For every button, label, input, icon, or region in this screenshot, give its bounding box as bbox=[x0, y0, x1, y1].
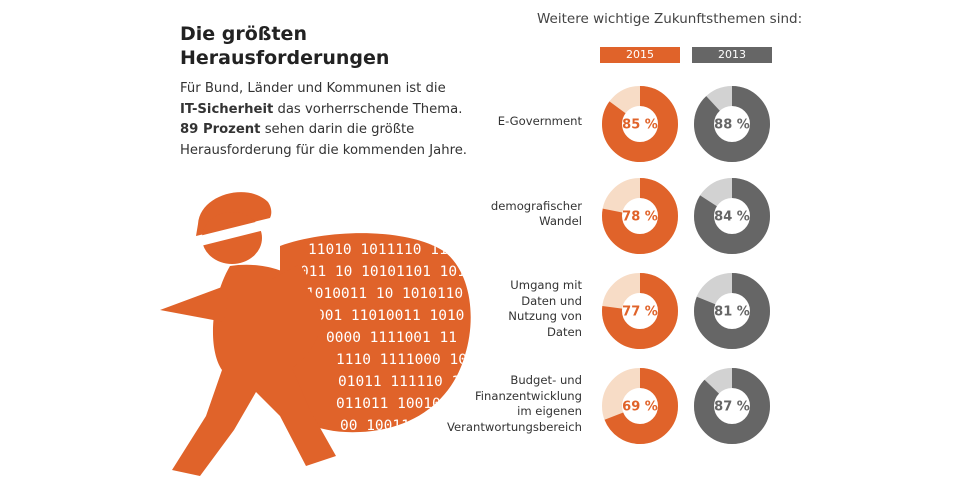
donut-value-arc bbox=[694, 178, 770, 254]
legend-year-2013: 2013 bbox=[692, 47, 772, 63]
title-line-2: Herausforderungen bbox=[180, 47, 390, 69]
binary-line: 0000 1111001 11 bbox=[326, 330, 457, 346]
intro-part-4: Herausforderung für die kommenden Jahre. bbox=[180, 142, 468, 158]
binary-line: 001 11010011 1010 bbox=[316, 308, 464, 324]
donut-chart-2013: 81 % bbox=[694, 273, 770, 349]
donut-value-arc bbox=[694, 86, 770, 162]
binary-line: 011 10 10101101 1011 bbox=[300, 264, 475, 280]
binary-line: 11010 1011110 1101 bbox=[308, 242, 465, 258]
thief-mask bbox=[199, 219, 267, 246]
donut-chart-2015: 77 % bbox=[602, 273, 678, 349]
category-label: demografischer Wandel bbox=[490, 198, 582, 229]
thief-scarf bbox=[160, 284, 230, 322]
category-label: Budget- und Finanzentwicklung im eigenen Ve… bbox=[447, 373, 582, 434]
binary-line: 011011 10010 bbox=[336, 396, 441, 412]
donut-chart-2013: 84 % bbox=[694, 178, 770, 254]
donut-value-label: 85 % bbox=[622, 118, 658, 133]
donut-chart-2013: 87 % bbox=[694, 368, 770, 444]
donut-value-label: 84 % bbox=[714, 210, 750, 225]
donut-value-label: 88 % bbox=[714, 118, 750, 133]
donut-chart-2015: 69 % bbox=[602, 368, 678, 444]
binary-line: 00 1001101 bbox=[340, 418, 427, 434]
donut-value-arc bbox=[602, 368, 678, 444]
binary-code-text: 11010 1011110 1101 011 10 10101101 1011 … bbox=[300, 242, 475, 454]
thief-arm bbox=[270, 264, 310, 298]
donut-value-label: 69 % bbox=[622, 400, 658, 415]
binary-line: 1110 1111000 10 bbox=[336, 352, 467, 368]
donut-value-arc bbox=[602, 273, 678, 349]
binary-line: 01011 111110 10 bbox=[338, 374, 469, 390]
intro-highlight-89-prozent: 89 Prozent bbox=[180, 122, 261, 137]
donut-chart-2013: 88 % bbox=[694, 86, 770, 162]
donut-chart-2015: 85 % bbox=[602, 86, 678, 162]
intro-part-1: Für Bund, Länder und Kommunen ist die bbox=[180, 81, 446, 96]
category-label: E-Government bbox=[497, 114, 582, 129]
intro-highlight-it-sicherheit: IT-Sicherheit bbox=[180, 101, 274, 117]
chart-subtitle: Weitere wichtige Zukunftsthemen sind: bbox=[537, 11, 803, 27]
binary-line: 1010011 10 1010110 bbox=[306, 286, 463, 302]
thief-illustration: 11010 1011110 1101 011 10 10101101 1011 … bbox=[160, 192, 475, 476]
donut-chart-2015: 78 % bbox=[602, 178, 678, 254]
binary-line: 0 1001 bbox=[360, 438, 412, 454]
legend-year-2015: 2015 bbox=[600, 47, 680, 63]
intro-text: Für Bund, Länder und Kommunen ist die IT… bbox=[180, 79, 480, 161]
intro-part-3: sehen darin die größte bbox=[264, 122, 415, 137]
category-label: Umgang mit Daten und Nutzung von Daten bbox=[508, 278, 582, 339]
donut-value-arc bbox=[602, 86, 678, 162]
donut-value-label: 78 % bbox=[622, 210, 658, 225]
intro-part-2: das vorherrschende Thema. bbox=[277, 101, 463, 117]
donut-value-label: 81 % bbox=[714, 305, 750, 320]
thief-body bbox=[172, 264, 336, 476]
title-line-1: Die größten bbox=[180, 23, 307, 45]
page-title: Die größten Herausforderungen bbox=[180, 22, 389, 70]
donut-value-arc bbox=[694, 368, 770, 444]
donut-value-label: 77 % bbox=[622, 305, 658, 320]
donut-value-label: 87 % bbox=[714, 400, 750, 415]
money-bag bbox=[280, 233, 471, 433]
donut-value-arc bbox=[694, 273, 770, 349]
donut-value-arc bbox=[602, 178, 678, 254]
